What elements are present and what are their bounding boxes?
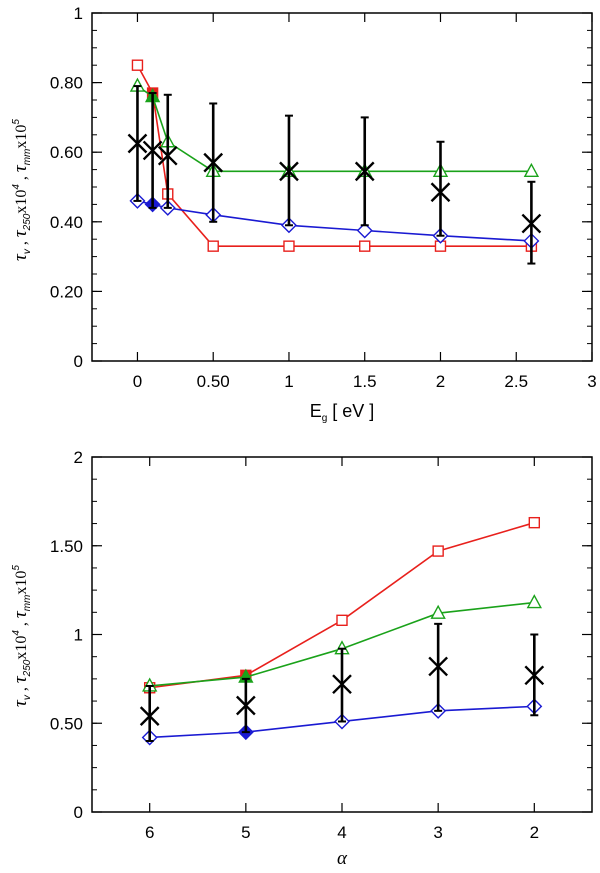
svg-text:τv , τ250x104 , τmmx105: τv , τ250x104 , τmmx105	[10, 565, 33, 707]
observed-x-marker	[354, 161, 375, 182]
triangle-point	[430, 604, 446, 619]
y-tick-label: 0.60	[50, 143, 83, 162]
x-tick-label: 2.5	[504, 372, 528, 391]
triangle-point	[523, 162, 540, 178]
y-tick-label: 0.80	[50, 74, 83, 93]
svg-text:τv , τ250x104 , τmmx105: τv , τ250x104 , τmmx105	[10, 119, 33, 261]
bottom-plot-frame	[91, 456, 593, 813]
y-tick-label: 1	[74, 626, 83, 645]
top-observed	[127, 85, 542, 265]
x-tick-label: 5	[241, 823, 250, 842]
x-tick-label: 0.50	[197, 372, 230, 391]
blue-series-line	[137, 200, 532, 242]
square-point	[432, 545, 444, 557]
top-ticks: 0 0.50 1 1.5 2 2.5 3 0 0.20 0.40 0.60 0.80 1	[50, 4, 597, 391]
x-tick-label: 4	[337, 823, 346, 842]
top-y-axis-label: τv , τ250x104 , τmmx105	[10, 119, 33, 261]
square-point	[336, 614, 348, 626]
observed-x-marker	[430, 182, 451, 203]
observed-x-marker	[235, 695, 256, 716]
x-tick-label: 1.5	[353, 372, 377, 391]
observed-x-marker	[279, 161, 299, 182]
y-tick-label: 0.50	[50, 714, 83, 733]
square-point	[528, 516, 541, 529]
top-panel: 0 0.50 1 1.5 2 2.5 3 0 0.20 0.40 0.60 0.80 1 τv , τ2…	[10, 4, 597, 424]
bottom-x-axis-label: α	[337, 848, 348, 869]
observed-x-marker	[157, 145, 178, 166]
x-tick-label: 2	[530, 823, 539, 842]
red-series-line	[136, 64, 532, 247]
y-tick-label: 0	[74, 352, 83, 371]
square-point	[359, 240, 371, 252]
bottom-ticks: 6 5 4 3 2 0 0.50 1 1.50 2	[50, 448, 592, 842]
bottom-observed	[139, 622, 545, 742]
observed-x-marker	[203, 152, 224, 173]
y-tick-label: 1.50	[50, 537, 83, 556]
top-x-axis-label: Eg [ eV ]	[310, 401, 375, 424]
y-tick-label: 2	[74, 448, 83, 467]
x-tick-label: 0	[133, 372, 142, 391]
top-series	[129, 59, 540, 252]
x-tick-label: 3	[433, 823, 442, 842]
y-tick-label: 0.20	[50, 282, 83, 301]
y-tick-label: 1	[74, 4, 83, 23]
green-series-line	[137, 85, 532, 173]
y-tick-label: 0.40	[50, 213, 83, 232]
observed-x-marker	[428, 656, 449, 677]
observed-x-marker	[139, 706, 160, 726]
x-tick-label: 1	[284, 372, 293, 391]
bottom-y-axis-label: τv , τ250x104 , τmmx105	[10, 565, 33, 707]
square-point	[207, 240, 219, 252]
observed-x-marker	[524, 665, 545, 686]
observed-x-marker	[521, 213, 542, 234]
x-tick-label: 2	[436, 372, 445, 391]
bottom-panel: 6 5 4 3 2 0 0.50 1 1.50 2 τv , τ250x104 , τmmx105…	[10, 448, 593, 869]
square-point	[131, 59, 144, 71]
triangle-point	[526, 594, 542, 609]
x-tick-label: 6	[145, 823, 154, 842]
x-tick-label: 3	[587, 372, 596, 391]
observed-x-marker	[332, 674, 352, 695]
observed-x-marker	[127, 133, 148, 154]
y-tick-label: 0	[74, 803, 83, 822]
diamond-point	[356, 222, 373, 239]
square-point	[283, 240, 295, 252]
observed-x-marker	[142, 140, 163, 161]
